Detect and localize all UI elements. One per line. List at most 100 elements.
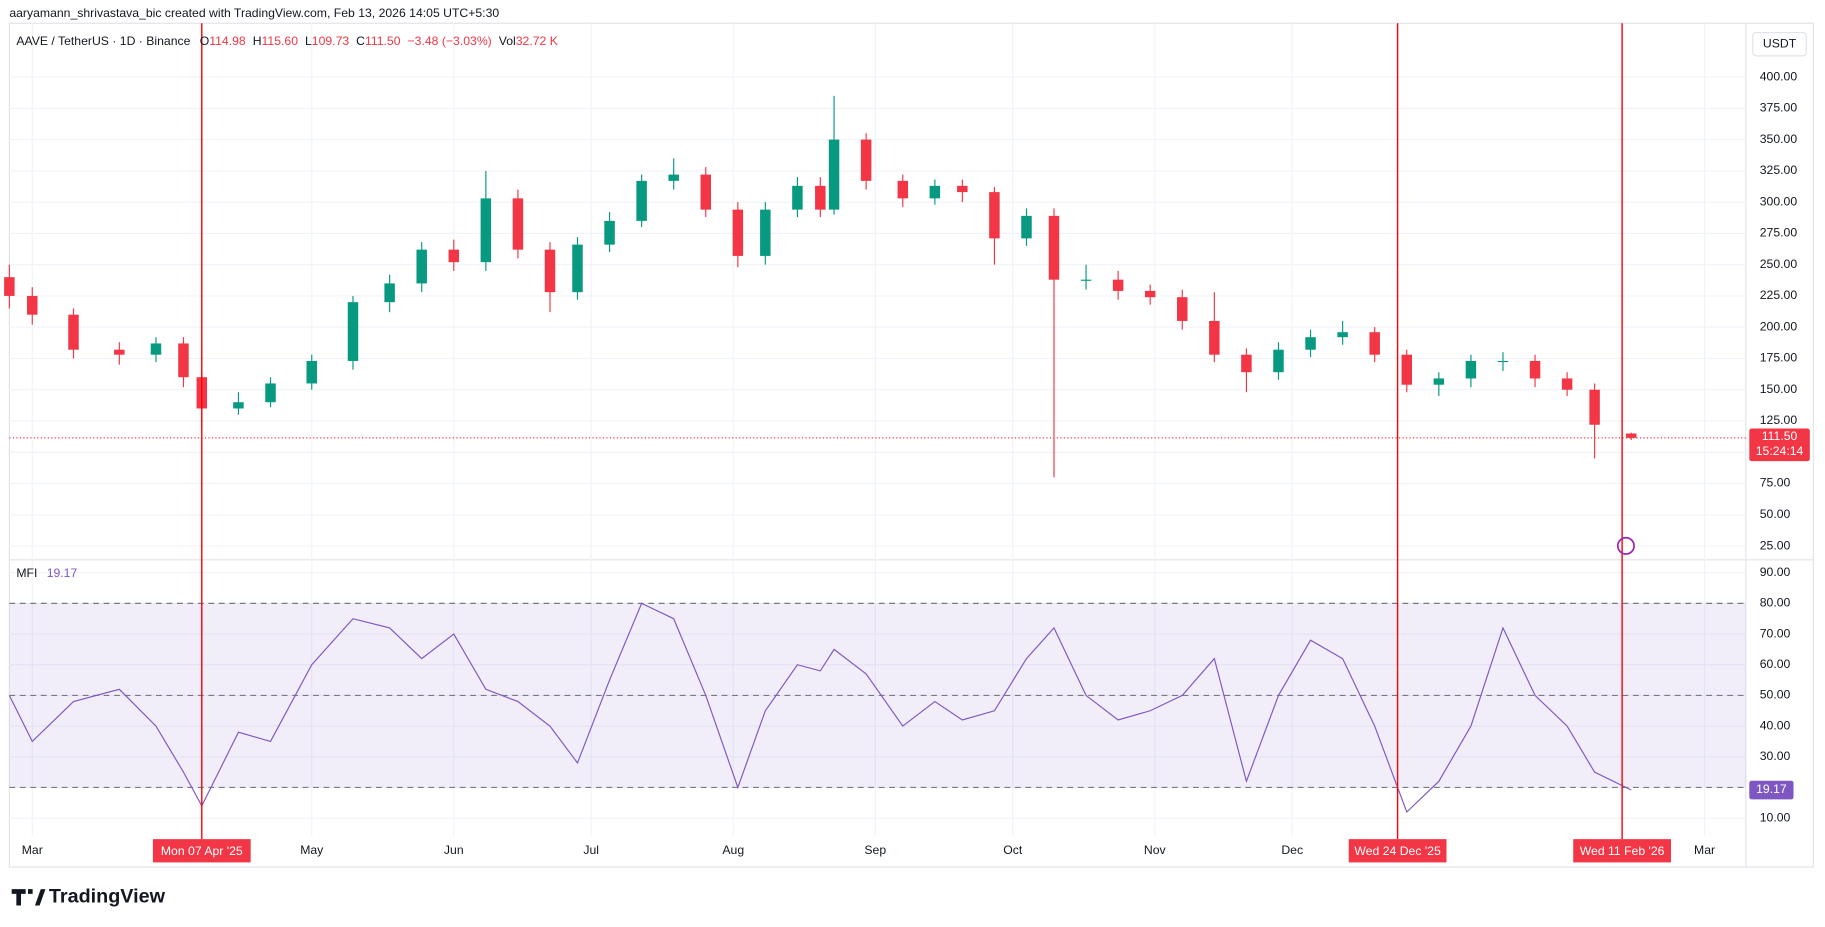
mfi-legend: MFI 19.17 [16, 566, 77, 580]
marker-label: Wed 24 Dec '25 [1354, 844, 1441, 858]
candle-body [347, 302, 359, 361]
candle-body [233, 402, 244, 409]
legend-key: O [200, 34, 210, 48]
y-tick-label: 150.00 [1760, 382, 1798, 396]
marker-label-box [1573, 839, 1671, 863]
candle-body [265, 383, 276, 403]
mfi-last-box [1749, 780, 1794, 800]
marker-label-box [152, 839, 251, 863]
y-tick-label: 300.00 [1760, 194, 1798, 208]
brand-logo [11, 889, 46, 906]
mfi-band-fill [9, 603, 1746, 788]
candle-body [897, 180, 909, 199]
candle-body [700, 174, 712, 210]
candle-body [957, 185, 968, 193]
y-tick-label: 125.00 [1760, 413, 1798, 427]
countdown: 15:24:14 [1756, 444, 1804, 458]
alert-icon [1616, 536, 1635, 555]
legend-value: 111.50 [365, 34, 401, 48]
candle-body [1241, 354, 1252, 373]
candle-body [1369, 332, 1380, 355]
candle-body [1273, 349, 1284, 373]
y-tick-label: 10.00 [1760, 810, 1791, 824]
mfi-last: 19.17 [1756, 782, 1787, 796]
y-tick-label: 325.00 [1760, 163, 1798, 177]
currency: USDT [1763, 36, 1797, 50]
candle-body [636, 180, 647, 221]
candle-body [1209, 320, 1220, 355]
currency-box[interactable] [1752, 32, 1807, 57]
vol: 32.72 K [516, 34, 559, 48]
y-tick-label: 70.00 [1760, 626, 1791, 640]
candle-body [150, 343, 162, 355]
y-tick-label: 30.00 [1760, 749, 1791, 763]
mfi-name: MFI [16, 566, 37, 580]
ohlc-legend: AAVE / TetherUS · 1D · Binance O114.98 H11… [16, 34, 558, 48]
y-tick-label: 250.00 [1760, 257, 1798, 271]
candle-body [1433, 378, 1445, 385]
candle-body [792, 185, 803, 210]
candle-body [178, 343, 189, 378]
legend-value: 109.73 [312, 34, 350, 48]
legend-key: C [356, 34, 365, 48]
candle-body [1465, 360, 1477, 379]
candle-body [572, 244, 583, 293]
candle-body [114, 349, 125, 355]
candle-body [1021, 215, 1032, 239]
candle-body [306, 360, 317, 384]
candle-body [416, 249, 427, 284]
candle-body [760, 209, 771, 256]
candle-body [1497, 360, 1509, 363]
candle-body [448, 249, 460, 263]
candle-body [480, 198, 492, 263]
candle-body [1401, 354, 1413, 385]
symbol: AAVE / TetherUS · 1D · Binance [16, 34, 190, 48]
y-tick-label: 400.00 [1760, 69, 1798, 83]
marker-label-box [1348, 839, 1447, 863]
candle-body [1626, 433, 1637, 438]
candle-body [27, 295, 38, 315]
y-tick-label: 275.00 [1760, 226, 1798, 240]
x-tick-label: Mar [1694, 843, 1715, 857]
candle-body [732, 209, 744, 256]
last-price: 111.50 [1762, 429, 1798, 443]
candle-body [1048, 215, 1060, 280]
y-tick-label: 375.00 [1760, 101, 1798, 115]
y-tick-label: 80.00 [1760, 596, 1791, 610]
last-price-box [1749, 428, 1810, 462]
candle-body [1529, 360, 1541, 379]
candle-body [1305, 337, 1316, 350]
candle-body [929, 185, 941, 199]
candle-body [68, 314, 79, 350]
candle-body [1112, 279, 1124, 291]
legend-key: L [305, 34, 312, 48]
y-tick-label: 350.00 [1760, 132, 1798, 146]
x-tick-label: Aug [722, 843, 744, 857]
candle-body [815, 185, 826, 210]
x-tick-label: Oct [1003, 843, 1023, 857]
candle-body [860, 139, 872, 181]
frame [8, 22, 1814, 868]
y-tick-label: 175.00 [1760, 351, 1798, 365]
y-tick-label: 25.00 [1760, 538, 1791, 552]
marker-label: Mon 07 Apr '25 [161, 844, 243, 858]
x-tick-label: Nov [1144, 843, 1167, 857]
candle-body [1177, 297, 1188, 321]
candle-body [1561, 378, 1573, 390]
header: aaryamann_shrivastava_bic created with T… [9, 6, 499, 20]
candle-body [989, 192, 1000, 239]
x-tick-label: Dec [1281, 843, 1303, 857]
mfi-value: 19.17 [47, 566, 78, 580]
y-tick-label: 50.00 [1760, 507, 1791, 521]
candle-body [668, 174, 679, 181]
y-tick-label: 60.00 [1760, 657, 1791, 671]
x-tick-label: Mar [22, 843, 43, 857]
marker-label: Wed 11 Feb '26 [1580, 844, 1665, 858]
x-tick-label: May [300, 843, 324, 857]
x-tick-label: Jul [583, 843, 599, 857]
mfi-line [8, 602, 1632, 814]
legend-value: 114.98 [209, 34, 246, 48]
candle-body [828, 139, 840, 210]
y-tick-label: 225.00 [1760, 288, 1798, 302]
